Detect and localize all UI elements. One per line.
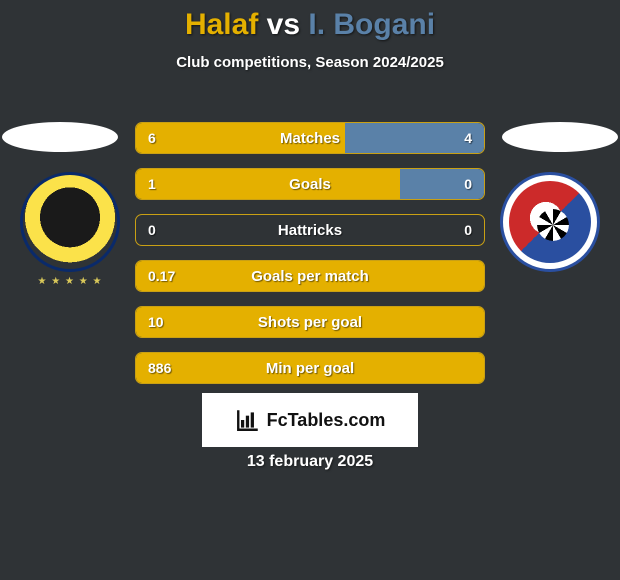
stat-value-right: 4 (464, 123, 472, 153)
bar-fill-left (136, 123, 345, 153)
stat-value-left: 0.17 (148, 261, 175, 291)
chart-icon (235, 407, 261, 433)
stat-row: 0 0Hattricks (135, 214, 485, 246)
bar-fill-left (136, 169, 400, 199)
stat-value-right: 0 (464, 215, 472, 245)
stat-value-left: 6 (148, 123, 156, 153)
badge-inner (509, 181, 591, 263)
player1-silhouette (2, 122, 118, 152)
bar-fill-left (136, 261, 484, 291)
stat-row: 0.17Goals per match (135, 260, 485, 292)
date-text: 13 february 2025 (0, 453, 620, 471)
watermark: FcTables.com (202, 393, 418, 447)
player1-name: Halaf (185, 8, 258, 41)
bar-fill-left (136, 307, 484, 337)
vs-text: vs (267, 8, 300, 41)
stat-row: 10Goals (135, 168, 485, 200)
comparison-bars: 64Matches10Goals00Hattricks0.17Goals per… (135, 122, 485, 398)
stat-value-left: 1 (148, 169, 156, 199)
stat-value-left: 886 (148, 353, 171, 383)
stat-label: Hattricks (136, 215, 484, 245)
player1-club-badge (20, 172, 120, 272)
watermark-text: FcTables.com (267, 410, 386, 431)
stat-row: 10Shots per goal (135, 306, 485, 338)
player2-club-badge (500, 172, 600, 272)
stat-row: 64Matches (135, 122, 485, 154)
stat-value-right: 0 (464, 169, 472, 199)
stat-row: 886Min per goal (135, 352, 485, 384)
player2-silhouette (502, 122, 618, 152)
stat-value-left: 10 (148, 307, 164, 337)
comparison-title: Halaf vs I. Bogani (0, 0, 620, 42)
player2-name: I. Bogani (308, 8, 435, 41)
bar-fill-left (136, 353, 484, 383)
subtitle: Club competitions, Season 2024/2025 (0, 54, 620, 71)
stat-value-left: 0 (148, 215, 156, 245)
